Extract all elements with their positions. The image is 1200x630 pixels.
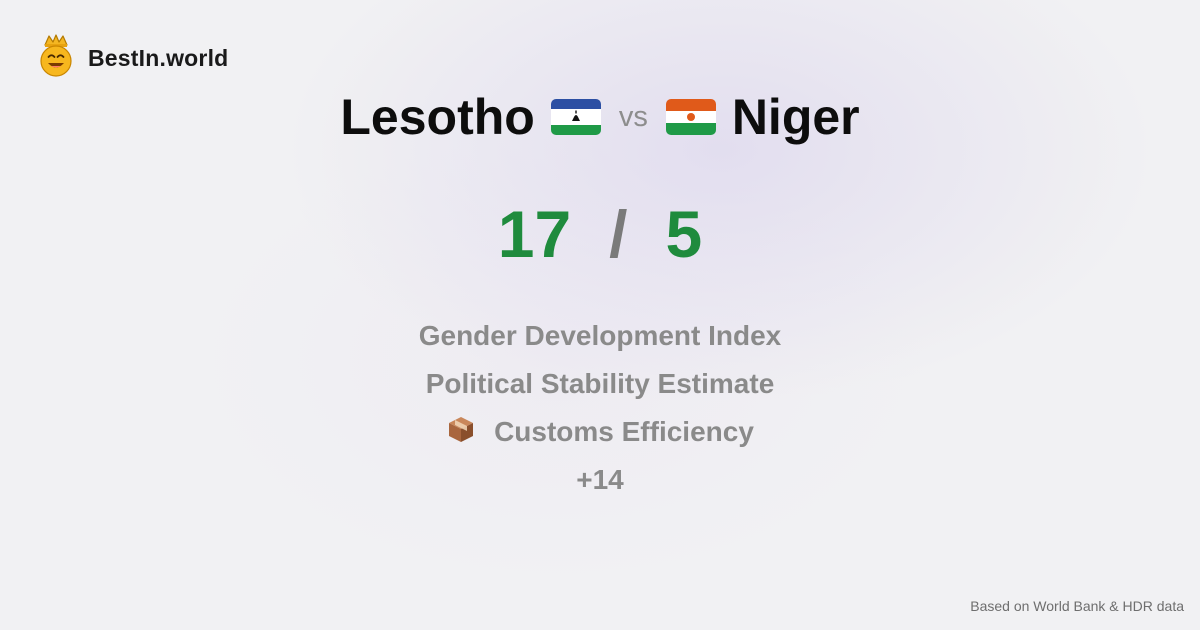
data-source-note: Based on World Bank & HDR data <box>970 598 1184 614</box>
lesotho-flag-icon <box>550 99 601 135</box>
package-icon <box>446 414 476 451</box>
score-separator: / <box>609 197 628 271</box>
left-score: 17 <box>497 197 572 271</box>
right-country-name[interactable]: Niger <box>731 89 860 145</box>
right-score: 5 <box>665 197 703 271</box>
metric-label: +14 <box>576 464 624 495</box>
metric-label: Political Stability Estimate <box>425 368 775 399</box>
comparison-title: Lesotho vs Niger <box>0 86 1200 148</box>
metric-item[interactable]: Customs Efficiency <box>446 408 754 456</box>
score: 17 / 5 <box>0 196 1200 272</box>
metric-label: Customs Efficiency <box>494 416 754 447</box>
niger-flag-icon <box>665 99 716 135</box>
metric-item[interactable]: Political Stability Estimate <box>426 360 775 408</box>
metric-item[interactable]: Gender Development Index <box>419 312 782 360</box>
vs-label: vs <box>618 100 648 133</box>
left-country-name[interactable]: Lesotho <box>340 89 535 145</box>
metric-list: Gender Development Index Political Stabi… <box>0 312 1200 504</box>
more-metrics-count[interactable]: +14 <box>576 456 624 504</box>
metric-label: Gender Development Index <box>418 320 782 351</box>
brand-name: BestIn.world <box>88 44 229 71</box>
crowned-smiley-icon <box>38 33 74 83</box>
brand[interactable]: BestIn.world <box>38 33 229 83</box>
